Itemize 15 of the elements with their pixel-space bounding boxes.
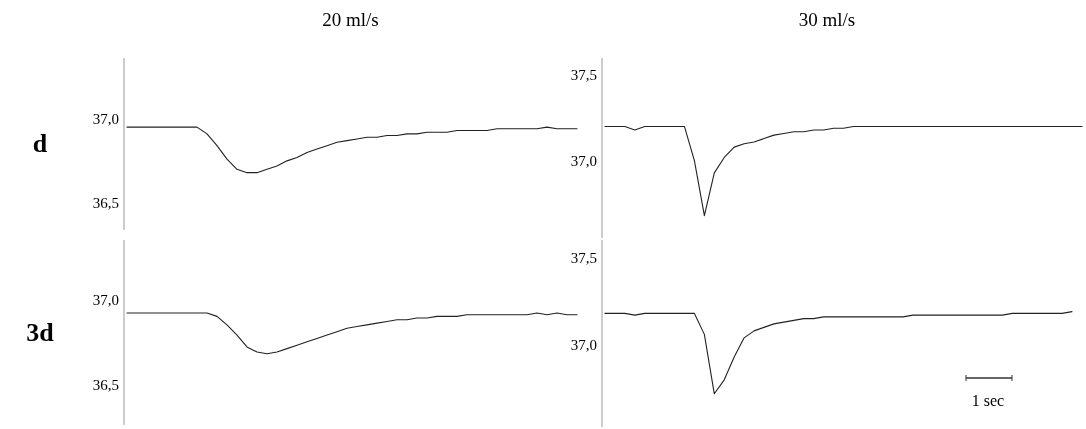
y-tick-label: 36,5 (92, 376, 119, 393)
y-tick-label: 37,0 (92, 291, 119, 308)
y-tick-label: 37,0 (92, 110, 119, 127)
chart-title: 30 ml/s (798, 9, 856, 30)
y-tick-label: 37,5 (570, 67, 597, 84)
y-tick-label: 37,0 (570, 153, 597, 170)
line-series (604, 311, 1073, 395)
text: 3d (26, 317, 55, 347)
y-tick-label: 37,0 (570, 337, 597, 354)
text: d (32, 129, 48, 158)
chart-title: 20 ml/s (322, 9, 379, 30)
y-tick-label: 36,5 (92, 195, 119, 212)
y-tick-label: 37,5 (570, 249, 597, 266)
annotation: 1 sec (971, 392, 1005, 409)
line-series (604, 126, 1083, 217)
